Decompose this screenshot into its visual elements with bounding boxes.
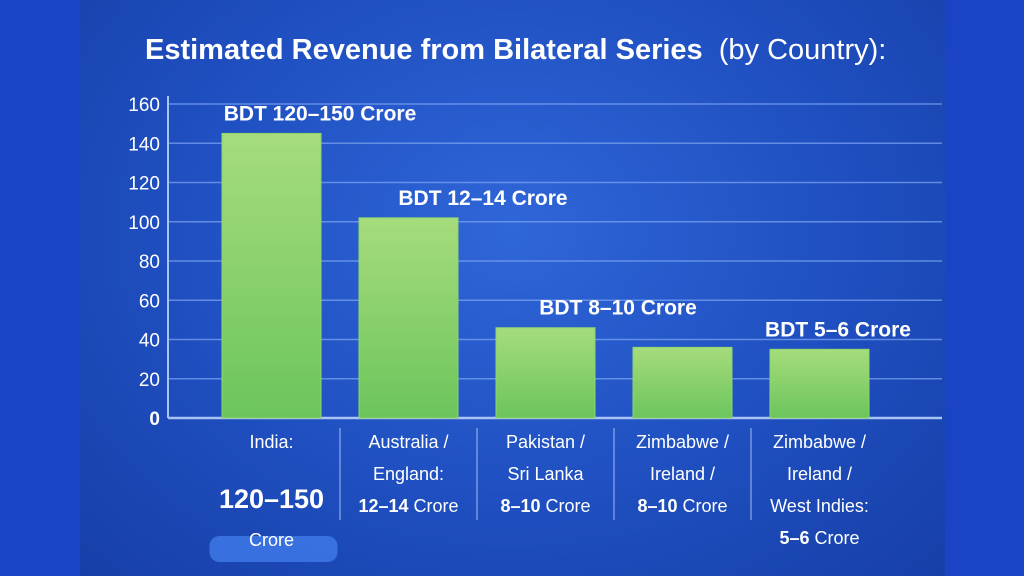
bar-data-label: BDT 12–14 Crore — [398, 187, 567, 210]
bar — [495, 327, 596, 419]
category-label: 120–150 — [219, 484, 324, 514]
category-label: Zimbabwe / — [773, 432, 866, 452]
category-label: West Indies: — [770, 496, 869, 516]
chart-title: Estimated Revenue from Bilateral Series … — [145, 34, 886, 66]
bar-data-label: BDT 120–150 Crore — [224, 102, 417, 125]
category-label: 12–14 Crore — [358, 496, 458, 516]
category-label: India: — [249, 432, 293, 452]
category-label: Zimbabwe / — [636, 432, 729, 452]
category-label: Ireland / — [787, 464, 852, 484]
category-label: England: — [373, 464, 444, 484]
category-label: 8–10 Crore — [500, 496, 590, 516]
category-label: Crore — [249, 530, 294, 550]
y-tick-label: 20 — [139, 370, 160, 391]
category-label: 8–10 Crore — [637, 496, 727, 516]
data-labels: BDT 120–150 Crore BDT 12–14 Crore BDT 8–10… — [224, 102, 911, 341]
bars — [221, 132, 870, 419]
y-tick-label: 0 — [149, 409, 160, 430]
y-tick-label: 100 — [128, 213, 160, 234]
bar — [358, 217, 459, 419]
bar-data-label: BDT 8–10 Crore — [539, 297, 697, 320]
category-label: Pakistan / — [506, 432, 585, 452]
y-tick-label: 60 — [139, 291, 160, 312]
category-label: Australia / — [368, 432, 448, 452]
y-tick-label: 120 — [128, 174, 160, 195]
y-tick-label: 140 — [128, 134, 160, 155]
bar-data-label: BDT 5–6 Crore — [765, 318, 911, 341]
y-tick-label: 160 — [128, 95, 160, 116]
bar — [769, 348, 870, 419]
blurred-region — [209, 536, 338, 562]
bar — [632, 346, 733, 419]
category-label: Ireland / — [650, 464, 715, 484]
x-axis: India: 120–150 Crore Australia / England: 12–… — [209, 428, 869, 562]
category-label: 5–6 Crore — [779, 528, 859, 548]
y-tick-label: 80 — [139, 252, 160, 273]
y-tick-label: 40 — [139, 331, 160, 352]
bar — [221, 132, 322, 419]
category-label: Sri Lanka — [507, 464, 584, 484]
